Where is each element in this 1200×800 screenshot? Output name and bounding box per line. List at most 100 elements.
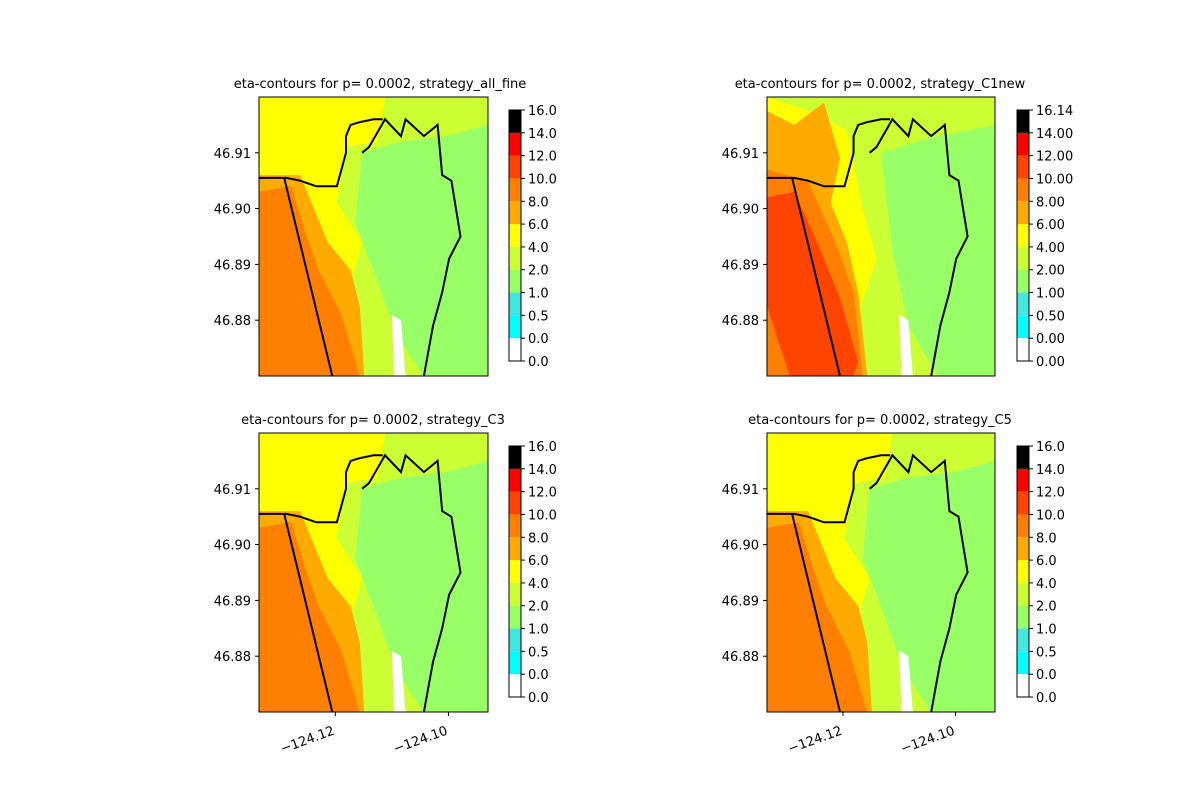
colorbar-swatch: [509, 269, 521, 293]
chart-title: eta-contours for p= 0.0002, strategy_C1n…: [735, 77, 1026, 92]
colorbar-swatch: [509, 132, 521, 156]
colorbar-label: 1.0: [528, 287, 549, 302]
colorbar-frame: [508, 445, 522, 698]
contour-band-5: [767, 191, 859, 376]
colorbar-label: 12.0: [528, 486, 557, 501]
colorbar-swatch: [509, 560, 521, 583]
colorbar-label: 6.0: [528, 554, 549, 569]
colorbar-swatch: [1017, 132, 1029, 156]
colorbar-label: 14.0: [528, 463, 557, 478]
transect-line: [791, 513, 841, 712]
contour-band-2: [355, 460, 488, 712]
ytick-label: 46.88: [722, 650, 759, 665]
colorbar-label: 0.0: [1036, 691, 1057, 706]
dry-area: [899, 314, 913, 376]
colorbar-swatch: [509, 514, 521, 538]
colorbar: 0.0 0.0 0.5 1.0 2.0 4.0 6.0 8.0 10.0 12.0 14.0 16.0: [1016, 440, 1065, 706]
colorbar-label: 0.5: [528, 309, 549, 324]
colorbar-swatch: [1017, 246, 1029, 270]
coastline: [361, 453, 462, 712]
colorbar-label: 0.5: [528, 645, 549, 660]
colorbar-label: 2.0: [528, 600, 549, 615]
colorbar-label: 1.0: [528, 623, 549, 638]
panel-2: eta-contours for p= 0.0002, strategy_C3 4…: [214, 413, 557, 757]
colorbar-label: 2.0: [1036, 600, 1057, 615]
colorbar-swatch: [509, 582, 521, 606]
dry-area: [899, 650, 913, 712]
colorbar-label: 6.0: [528, 218, 549, 233]
colorbar-label: 2.00: [1036, 264, 1065, 279]
colorbar-label: 0.00: [1036, 332, 1065, 347]
colorbar-swatch: [509, 155, 521, 179]
colorbar-label: 8.00: [1036, 195, 1065, 210]
colorbar-label: 4.0: [1036, 577, 1057, 592]
colorbar-swatch: [1017, 224, 1029, 247]
colorbar-label: 6.00: [1036, 218, 1065, 233]
colorbar-label: 12.0: [1036, 486, 1065, 501]
ytick-label: 46.91: [214, 483, 251, 498]
colorbar-frame: [1016, 109, 1030, 362]
colorbar-label: 14.00: [1036, 127, 1073, 142]
colorbar-swatch: [509, 605, 521, 629]
colorbar-swatch: [1017, 338, 1029, 361]
panel-0: eta-contours for p= 0.0002, strategy_all…: [214, 77, 557, 377]
chart-title: eta-contours for p= 0.0002, strategy_all…: [234, 77, 527, 92]
ytick-label: 46.90: [722, 539, 759, 554]
colorbar-label: 0.50: [1036, 309, 1065, 324]
colorbar-swatch: [1017, 605, 1029, 629]
colorbar-swatch: [509, 537, 521, 561]
xtick-label: −124.12: [279, 724, 337, 757]
colorbar-swatch: [1017, 674, 1029, 697]
colorbar-label: 14.0: [1036, 463, 1065, 478]
ytick-label: 46.89: [722, 594, 759, 609]
ytick-label: 46.90: [722, 203, 759, 218]
colorbar-label: 0.0: [528, 332, 549, 347]
colorbar-label: 10.00: [1036, 172, 1073, 187]
ytick-label: 46.91: [722, 147, 759, 162]
colorbar-swatch: [1017, 628, 1029, 652]
colorbar-frame: [1016, 445, 1030, 698]
contour-fill: [259, 97, 488, 376]
colorbar-swatch: [1017, 110, 1029, 133]
colorbar-label: 0.0: [528, 668, 549, 683]
xtick-label: −124.12: [786, 724, 844, 757]
colorbar-label: 14.0: [528, 127, 557, 142]
contour-fill: [767, 433, 995, 712]
colorbar-label: 16.0: [1036, 440, 1065, 455]
colorbar-swatch: [509, 468, 521, 492]
ytick-label: 46.88: [722, 314, 759, 329]
transect-line: [791, 177, 841, 376]
colorbar-swatch: [1017, 582, 1029, 606]
colorbar-swatch: [509, 338, 521, 361]
colorbar-swatch: [1017, 292, 1029, 316]
colorbar-label: 0.0: [1036, 668, 1057, 683]
colorbar-label: 10.0: [1036, 508, 1065, 523]
contour-band-3: [881, 124, 995, 376]
colorbar-label: 4.0: [528, 577, 549, 592]
coastline: [868, 117, 969, 376]
contour-fill: [767, 97, 995, 376]
colorbar-swatch: [509, 178, 521, 202]
colorbar-label: 16.14: [1036, 104, 1073, 119]
colorbar-label: 8.0: [528, 195, 549, 210]
coastline: [868, 453, 969, 712]
colorbar-label: 8.0: [1036, 531, 1057, 546]
colorbar-swatch: [509, 446, 521, 469]
colorbar-label: 8.0: [528, 531, 549, 546]
colorbar-swatch: [1017, 560, 1029, 583]
ytick-label: 46.88: [214, 314, 251, 329]
colorbar-swatch: [1017, 315, 1029, 339]
spit-outline: [767, 454, 891, 524]
ytick-label: 46.90: [214, 203, 251, 218]
colorbar-label: 12.00: [1036, 150, 1073, 165]
colorbar-swatch: [509, 628, 521, 652]
ytick-label: 46.89: [214, 594, 251, 609]
axes-frame: [258, 432, 489, 713]
colorbar-swatch: [1017, 491, 1029, 515]
panel-3: eta-contours for p= 0.0002, strategy_C5 4…: [722, 413, 1065, 757]
colorbar-swatch: [509, 246, 521, 270]
contour-band-2: [862, 460, 995, 712]
colorbar-swatch: [509, 651, 521, 675]
colorbar-swatch: [1017, 651, 1029, 675]
